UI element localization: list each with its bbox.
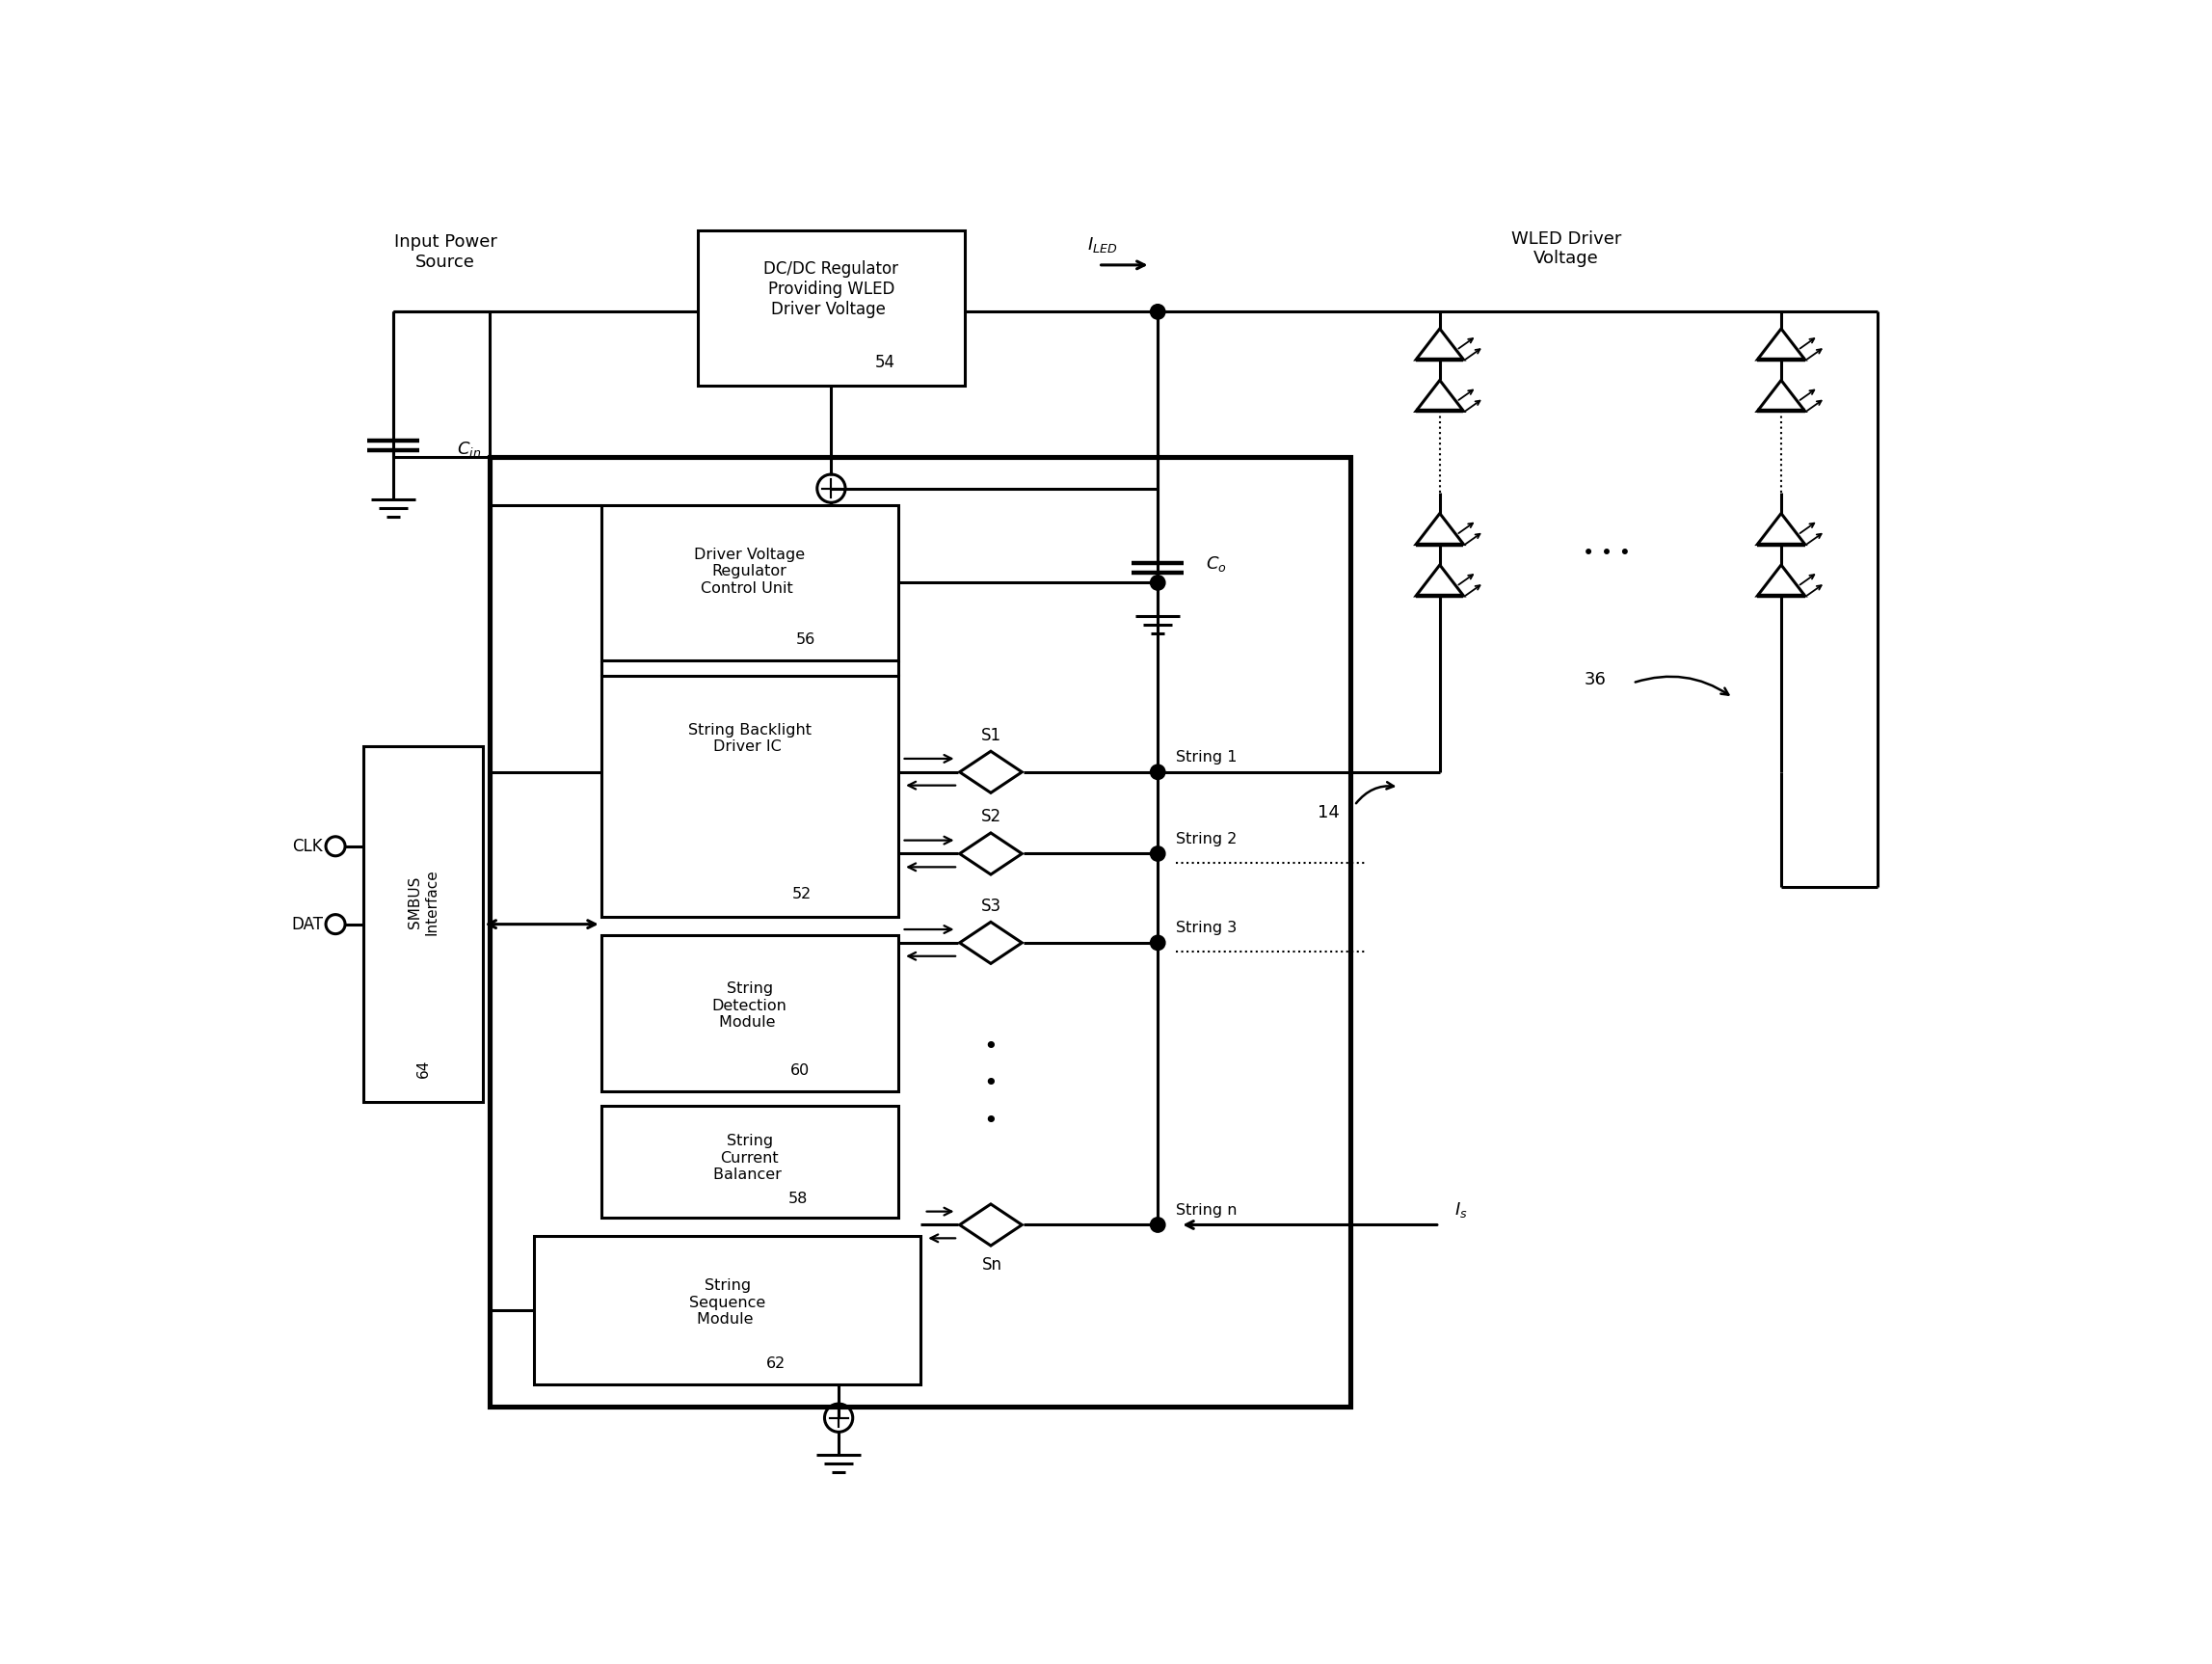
Circle shape (1150, 764, 1166, 779)
Text: •: • (984, 1072, 998, 1095)
Circle shape (1150, 935, 1166, 950)
Text: 62: 62 (765, 1356, 785, 1371)
Text: •: • (984, 1035, 998, 1058)
Circle shape (1150, 305, 1166, 319)
Text: String n: String n (1177, 1203, 1237, 1218)
Text: 58: 58 (787, 1191, 807, 1206)
Text: String 1: String 1 (1177, 750, 1237, 764)
Bar (602, 504, 898, 661)
Text: Input Power
Source: Input Power Source (394, 233, 498, 271)
Text: 36: 36 (1584, 671, 1606, 687)
Text: • • •: • • • (1582, 544, 1630, 562)
Text: String 2: String 2 (1177, 832, 1237, 845)
Text: 56: 56 (796, 632, 814, 647)
Text: $C_{in}$: $C_{in}$ (456, 439, 480, 459)
Text: 64: 64 (416, 1060, 431, 1078)
Text: Sn: Sn (982, 1256, 1002, 1273)
Text: Driver Voltage
Regulator
Control Unit: Driver Voltage Regulator Control Unit (695, 547, 805, 596)
Text: S3: S3 (980, 897, 1002, 915)
Text: DC/DC Regulator
Providing WLED
Driver Voltage: DC/DC Regulator Providing WLED Driver Vo… (763, 261, 898, 318)
Text: $C_o$: $C_o$ (1206, 554, 1228, 574)
Bar (602, 676, 898, 917)
Text: 52: 52 (792, 887, 812, 902)
Text: String
Sequence
Module: String Sequence Module (690, 1280, 765, 1326)
Bar (363, 745, 482, 1102)
Text: S2: S2 (980, 809, 1002, 825)
Text: String
Current
Balancer: String Current Balancer (712, 1135, 785, 1181)
Bar (602, 1107, 898, 1218)
Text: String Backlight
Driver IC: String Backlight Driver IC (688, 722, 812, 754)
Text: •: • (984, 1110, 998, 1133)
Text: String
Detection
Module: String Detection Module (712, 982, 787, 1030)
Text: DAT: DAT (292, 915, 323, 934)
Text: S1: S1 (980, 727, 1002, 744)
Bar (602, 935, 898, 1092)
Text: $I_s$: $I_s$ (1455, 1200, 1469, 1220)
Circle shape (1150, 847, 1166, 860)
Bar (489, 456, 1352, 1406)
Circle shape (1150, 1218, 1166, 1233)
Text: String 3: String 3 (1177, 920, 1237, 935)
Text: 60: 60 (790, 1063, 810, 1078)
Text: WLED Driver
Voltage: WLED Driver Voltage (1511, 230, 1621, 268)
Bar (535, 1236, 920, 1384)
Text: 14: 14 (1318, 804, 1340, 822)
Text: CLK: CLK (292, 837, 323, 855)
Text: SMBUS
Interface: SMBUS Interface (407, 869, 438, 935)
Text: $I_{LED}$: $I_{LED}$ (1086, 235, 1117, 255)
Circle shape (1150, 576, 1166, 591)
Bar (697, 230, 964, 386)
Text: 54: 54 (874, 353, 896, 371)
